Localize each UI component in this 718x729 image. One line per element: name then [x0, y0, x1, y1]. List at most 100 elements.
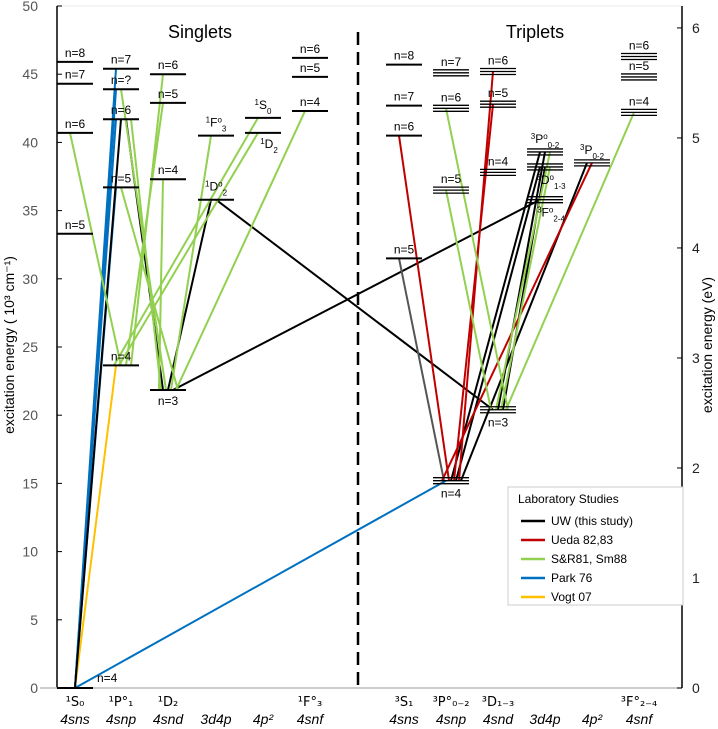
- energy-level: n=6: [480, 53, 516, 76]
- energy-level: n=5: [292, 61, 328, 78]
- level-label: n=3: [158, 394, 179, 408]
- energy-level: n=6: [386, 120, 422, 137]
- legend-entry-park: Park 76: [551, 571, 593, 585]
- energy-level: n=5: [433, 172, 469, 194]
- energy-level: n=4: [150, 163, 186, 181]
- level-label: n=5: [441, 172, 462, 186]
- energy-level: n=6: [433, 90, 469, 112]
- level-label: n=6: [158, 58, 179, 72]
- level-label: n=4: [158, 163, 179, 177]
- column-config-label: 3d4p: [200, 711, 231, 727]
- level-label: n=5: [65, 218, 86, 232]
- transition-line-sr: [445, 189, 492, 410]
- transition-line-park: [74, 68, 117, 689]
- transition-line-ueda: [398, 135, 450, 481]
- legend-box: [507, 486, 684, 606]
- y-tick-label-left: 0: [30, 680, 38, 696]
- singlets-title: Singlets: [168, 22, 232, 42]
- energy-level: n=6: [621, 38, 657, 61]
- transition-line-sr: [175, 110, 306, 391]
- y-tick-label-right: 3: [692, 350, 700, 366]
- transition-line-sr: [113, 117, 259, 366]
- level-label: n=4: [97, 671, 118, 685]
- y-tick-label-left: 25: [22, 339, 38, 355]
- transition-line-uw: [74, 119, 122, 689]
- y-tick-label-left: 30: [22, 271, 38, 287]
- level-label: n=5: [488, 86, 509, 100]
- energy-level: n=4: [433, 477, 469, 501]
- energy-level: 1Fo3: [198, 115, 234, 137]
- column-term-label: ³D₁₋₃: [482, 695, 515, 710]
- level-label: n=7: [65, 68, 86, 82]
- transition-line-sr: [500, 166, 551, 410]
- energy-level: n=?: [103, 73, 139, 91]
- column-term-label: ¹P°₁: [109, 695, 134, 710]
- level-label: n=6: [111, 103, 132, 117]
- column-term-label: ¹S₀: [66, 695, 85, 710]
- transition-line-sr: [158, 179, 164, 390]
- level-label: n=6: [65, 117, 86, 131]
- column-term-label: ³S₁: [395, 695, 414, 710]
- y-axis-right-label: excitation energy (eV): [699, 277, 715, 413]
- column-term-label: ¹D₂: [158, 695, 178, 710]
- transition-line-sr: [130, 74, 164, 366]
- energy-level: n=8: [57, 46, 93, 63]
- y-tick-label-right: 1: [692, 570, 700, 586]
- energy-level: n=5: [386, 242, 422, 260]
- level-label: n=6: [441, 90, 462, 104]
- transition-line-uw: [455, 166, 541, 481]
- level-label: n=4: [300, 95, 321, 109]
- level-term-label: 1D2: [260, 136, 278, 154]
- energy-level: 1Do2: [198, 179, 234, 201]
- energy-level: n=7: [103, 53, 139, 70]
- level-label: n=4: [488, 154, 509, 168]
- column-term-label: ¹F°₃: [298, 695, 322, 710]
- level-label: n=3: [488, 416, 509, 430]
- level-label: n=8: [394, 49, 415, 63]
- y-tick-label-left: 20: [22, 407, 38, 423]
- column-config-label: 4p²: [582, 711, 604, 727]
- energy-level: n=3: [480, 406, 516, 430]
- column-term-label: ³F°₂₋₄: [621, 695, 657, 710]
- energy-level: n=6: [103, 103, 139, 121]
- column-config-label: 3d4p: [529, 711, 560, 727]
- y-tick-label-right: 0: [692, 680, 700, 696]
- legend-entry-sr: S&R81, Sm88: [551, 552, 627, 566]
- transition-line-sr: [118, 132, 259, 366]
- level-label: n=4: [111, 349, 132, 363]
- level-term-label: 3Do1-3: [536, 172, 566, 190]
- level-label: n=6: [488, 53, 509, 67]
- column-config-label: 4snf: [297, 711, 326, 727]
- level-term-label: 3P0-2: [580, 142, 605, 160]
- transition-line-other: [398, 258, 445, 481]
- level-term-label: 3Po0-2: [531, 131, 560, 149]
- triplets-title: Triplets: [506, 22, 564, 42]
- column-config-label: 4sns: [60, 711, 90, 727]
- column-config-label: 4sns: [389, 711, 419, 727]
- y-tick-label-right: 6: [692, 20, 700, 36]
- transition-line-park: [74, 479, 447, 689]
- transition-line-sr: [505, 111, 635, 411]
- transition-line-ueda: [458, 71, 494, 481]
- energy-level: 1D2: [245, 131, 281, 154]
- level-label: n=6: [300, 42, 321, 56]
- level-label: n=5: [394, 242, 415, 256]
- energy-level: n=7: [386, 90, 422, 107]
- transitions: [69, 68, 635, 689]
- energy-level: n=4: [57, 671, 118, 689]
- y-tick-label-left: 15: [22, 475, 38, 491]
- energy-level: n=5: [621, 59, 657, 81]
- transition-line-vogt: [74, 365, 117, 689]
- level-label: n=8: [65, 46, 86, 60]
- transition-line-sr: [120, 89, 167, 391]
- level-label: n=7: [394, 90, 415, 104]
- level-term-label: 1S0: [255, 97, 272, 115]
- column-config-label: 4snd: [483, 711, 515, 727]
- energy-level: n=6: [57, 117, 93, 134]
- legend-entry-ueda: Ueda 82,83: [551, 533, 613, 547]
- column-term-label: ³P°₀₋₂: [433, 695, 470, 710]
- transition-line-sr: [495, 151, 551, 410]
- level-label: n=6: [394, 120, 415, 134]
- level-term-label: 1Fo3: [206, 115, 227, 133]
- energy-level: n=4: [621, 94, 657, 117]
